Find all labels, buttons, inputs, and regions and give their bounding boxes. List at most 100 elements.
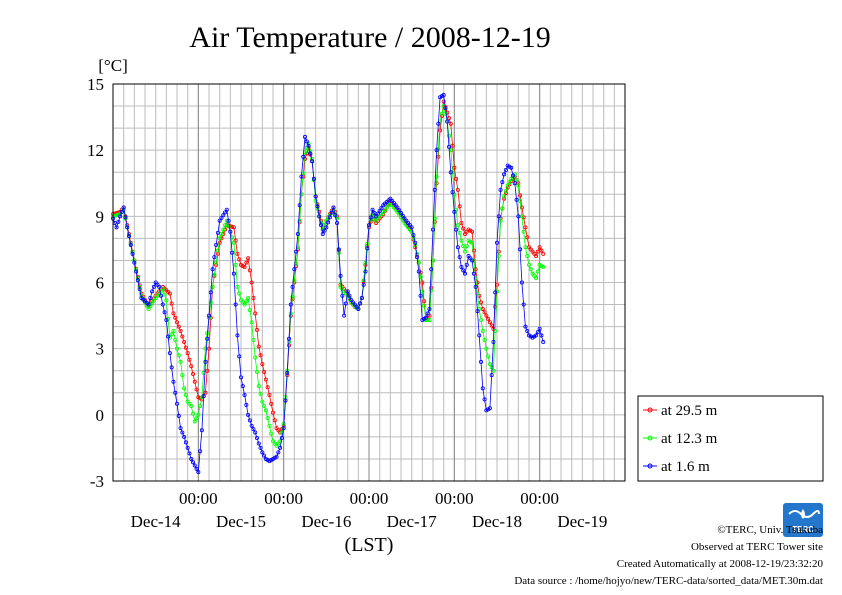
series-point	[397, 208, 402, 213]
series-point	[411, 233, 416, 238]
series-point	[470, 258, 475, 263]
series-point	[331, 205, 336, 210]
series-point	[205, 336, 210, 341]
series-point	[436, 121, 441, 126]
series-point	[498, 218, 503, 223]
series-point	[313, 194, 318, 199]
series-point	[416, 269, 421, 274]
series-point	[235, 251, 240, 256]
series-point	[249, 280, 254, 285]
series-point	[194, 387, 199, 392]
series-point	[158, 293, 163, 298]
series-point	[482, 310, 487, 315]
series-point	[486, 354, 491, 359]
series-point	[358, 301, 363, 306]
series-point	[189, 364, 194, 369]
series-point	[283, 398, 288, 403]
series-point	[251, 337, 256, 342]
series-point	[180, 373, 185, 378]
series-point	[502, 194, 507, 199]
series-point	[246, 295, 251, 300]
series-point	[274, 454, 279, 459]
series-point	[459, 238, 464, 243]
plot-frame	[112, 83, 626, 482]
series-point	[514, 197, 519, 202]
series-point	[199, 428, 204, 433]
series-point	[345, 289, 350, 294]
series-point	[500, 206, 505, 211]
series-point	[189, 456, 194, 461]
series-point	[256, 441, 261, 446]
series-point	[160, 287, 165, 292]
series-point	[334, 216, 339, 221]
series-point	[432, 187, 437, 192]
series-point	[251, 295, 256, 300]
series-point	[445, 119, 450, 124]
series-point	[230, 250, 235, 255]
logo-wave-icon	[788, 510, 820, 518]
series-point	[398, 211, 403, 216]
series-point	[178, 359, 183, 364]
series-point	[137, 287, 142, 292]
series-1	[111, 104, 546, 448]
series-point	[487, 362, 492, 367]
credit-source: Data source : /home/hojyo/new/TERC-data/…	[514, 575, 823, 587]
series-point	[482, 337, 487, 342]
series-point	[441, 93, 446, 98]
series-point	[498, 187, 503, 192]
series-point	[461, 226, 466, 231]
x-time-tick-label: 00:00	[520, 489, 559, 508]
series-point	[318, 223, 323, 228]
series-point	[295, 231, 300, 236]
series-lines	[111, 93, 546, 475]
series-point	[359, 295, 364, 300]
series-point	[206, 313, 211, 318]
legend: at 29.5 m at 12.3 m at 1.6 m	[637, 395, 824, 482]
series-point	[427, 317, 432, 322]
series-point	[215, 230, 220, 235]
series-point	[516, 183, 521, 188]
series-point	[525, 254, 530, 259]
series-point	[114, 213, 119, 218]
series-point	[237, 291, 242, 296]
series-point	[203, 359, 208, 364]
series-point	[379, 206, 384, 211]
y-tick-label: 0	[96, 406, 105, 425]
series-point	[187, 451, 192, 456]
series-point	[446, 133, 451, 138]
series-point	[150, 301, 155, 306]
series-point	[527, 262, 532, 267]
series-point	[127, 234, 132, 239]
series-point	[452, 165, 457, 170]
series-point	[260, 362, 265, 367]
series-point	[448, 170, 453, 175]
series-point	[171, 379, 176, 384]
series-point	[190, 411, 195, 416]
series-point	[502, 172, 507, 177]
series-point	[201, 394, 206, 399]
series-point	[148, 295, 153, 300]
series-point	[244, 299, 249, 304]
y-tick-label: 6	[96, 274, 105, 293]
series-point	[487, 406, 492, 411]
series-point	[260, 450, 265, 455]
series-point	[512, 181, 517, 186]
x-day-label: Dec-17	[387, 512, 438, 531]
series-point	[537, 245, 542, 250]
series-point	[198, 404, 203, 409]
series-point	[134, 269, 139, 274]
series-point	[541, 265, 546, 270]
series-point	[180, 334, 185, 339]
series-point	[519, 280, 524, 285]
series-point	[429, 267, 434, 272]
y-tick-label: 12	[87, 141, 104, 160]
series-point	[121, 205, 126, 210]
series-point	[198, 449, 203, 454]
series-point	[491, 340, 496, 345]
series-point	[494, 240, 499, 245]
series-point	[221, 227, 226, 232]
terc-logo: TERC	[783, 503, 823, 537]
series-point	[368, 215, 373, 220]
y-tick-label: 9	[96, 207, 105, 226]
